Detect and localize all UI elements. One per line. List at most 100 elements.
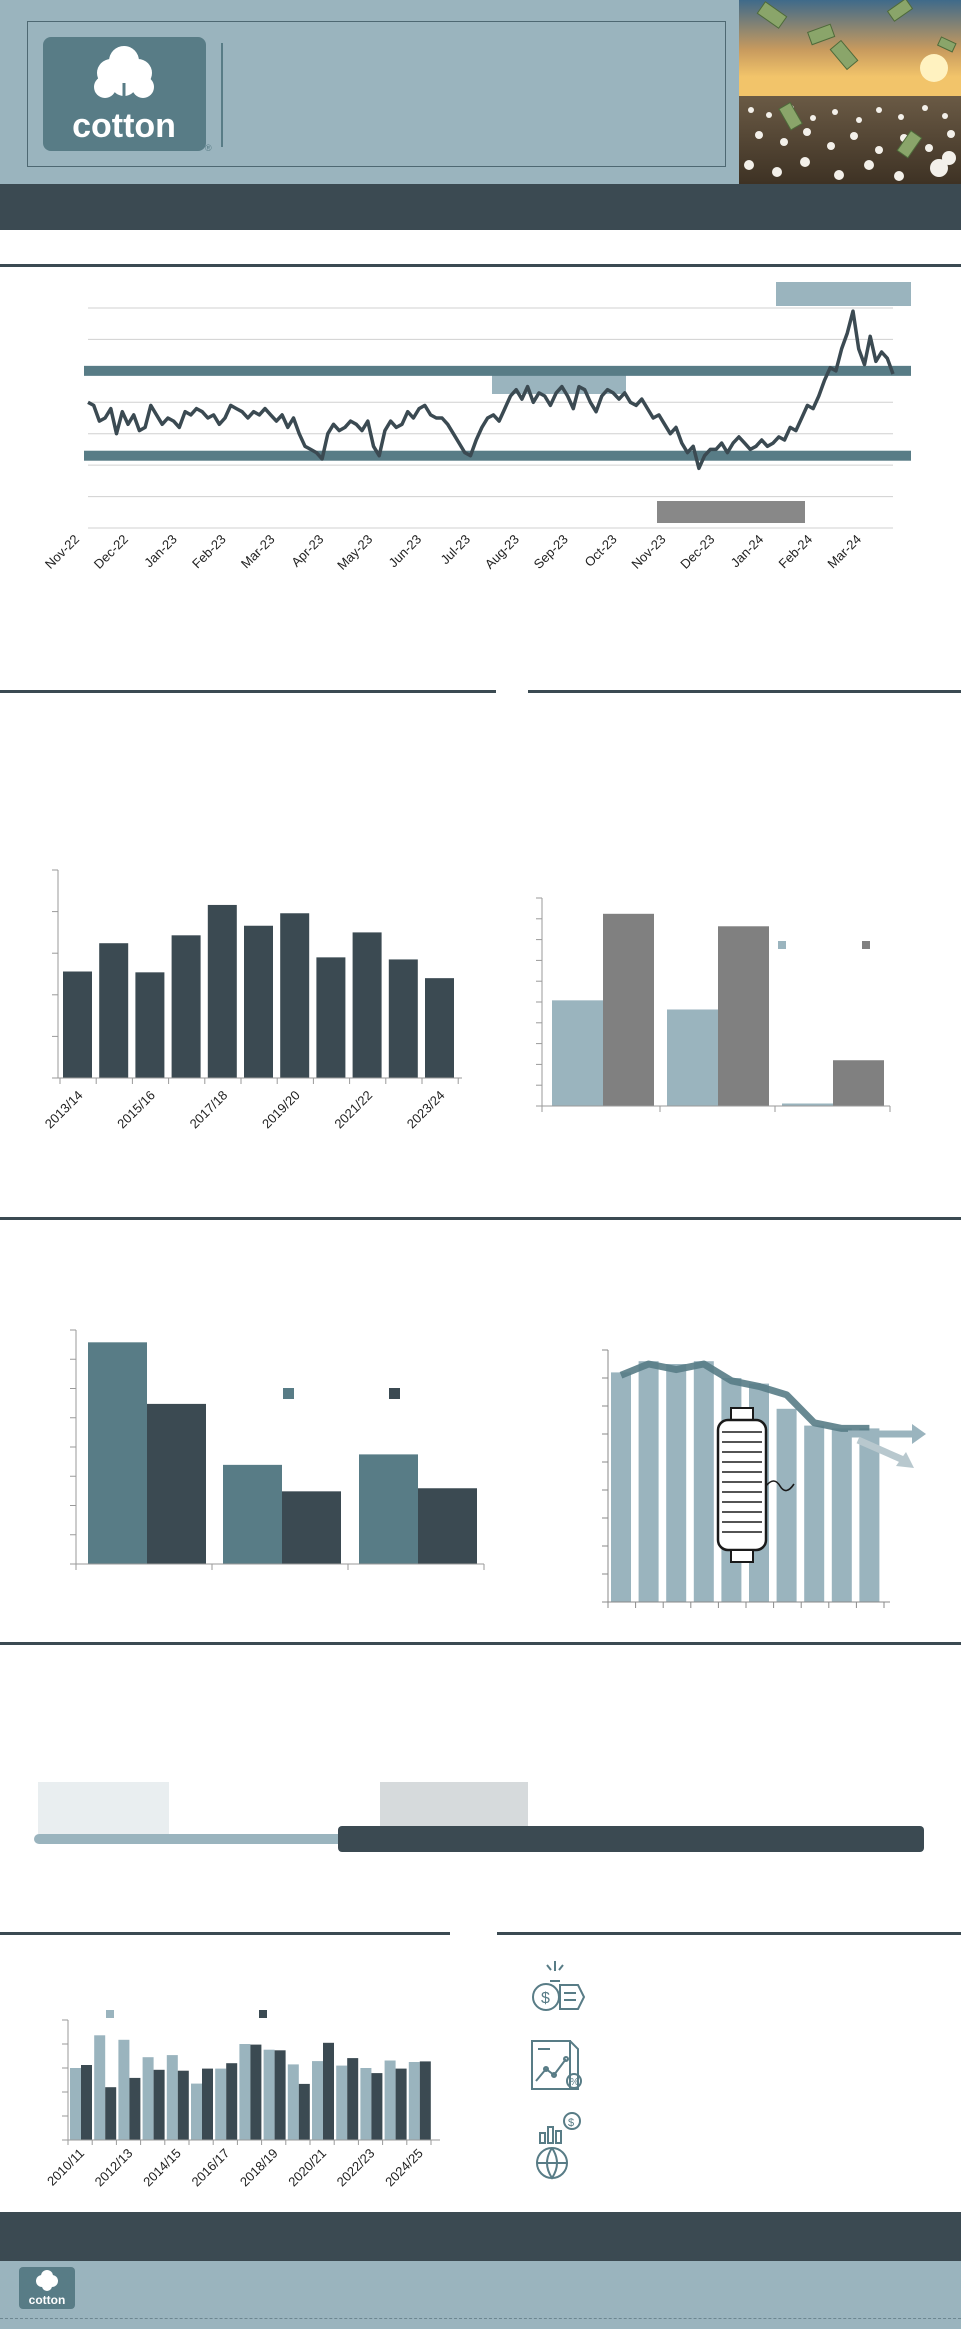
header-banner: cotton ® [0,0,961,184]
annual-balance-bar-series-1 [94,2035,106,2140]
annual-balance-bar-series-1 [118,2039,130,2140]
footer-dashed-line [0,2318,961,2320]
annual-balance-bar-series-2 [274,2050,286,2140]
section-divider-5b [497,1932,961,1935]
comparison-2-bar-series-1 [359,1454,418,1564]
annual-balance-bar-series-2 [347,2058,359,2140]
crop-year-bar [99,943,129,1078]
section-divider-3 [0,1217,961,1220]
price-x-tick-label: Feb-23 [189,532,229,572]
annual-balance-bar-series-1 [239,2044,251,2140]
footer-logo-text: cotton [29,2293,66,2307]
annual-balance-tick-label: 2022/23 [334,2146,378,2190]
yarn-trend-bar [666,1364,687,1602]
legend-swatch-series-1 [778,941,786,949]
annual-balance-tick-label: 2010/11 [44,2146,87,2189]
crop-year-bar [352,932,382,1078]
timeline-bar-past [34,1834,344,1844]
price-series-line [87,309,895,471]
global-market-icon: $ [536,2112,581,2180]
price-x-tick-label: Mar-24 [824,532,864,572]
crop-year-bar [63,971,92,1078]
trend-arrow-down [856,1436,910,1466]
cotton-logo-text: cotton [72,107,176,145]
annual-balance-bar-series-2 [129,2077,141,2140]
comparison-bar-series-1 [782,1103,833,1106]
crop-year-bar [207,904,237,1078]
section-divider-1 [0,264,961,267]
annual-balance-bar-series-1 [142,2057,154,2140]
cotton-logo: cotton [43,37,206,151]
reference-band-1 [84,365,911,376]
annual-balance-bar-series-2 [177,2070,189,2140]
annual-balance-bar-series-2 [323,2042,334,2140]
header-frame [27,21,726,167]
yarn-trend-bar [804,1425,825,1602]
annual-balance-tick-label: 2020/21 [285,2146,329,2190]
trend-arrow-flat-head [912,1424,926,1444]
timeline-label-box-2 [380,1782,528,1834]
analytics-report-icon: % [531,2040,582,2090]
annual-balance-bar-series-1 [287,2064,299,2140]
annual-balance-bar-series-1 [215,2068,227,2140]
annual-balance-bar-series-1 [191,2083,202,2140]
comparison-2-bar-series-2 [418,1488,477,1564]
legend-swatch-series-1 [283,1388,294,1399]
crop-year-tick-label: 2015/16 [114,1088,158,1132]
legend-swatch-series-2 [259,2010,267,2018]
annual-balance-bar-series-2 [105,2087,117,2140]
yarn-trend-bar [693,1361,714,1602]
trend-arrow-down-head [896,1452,914,1468]
annual-balance-bar-series-2 [250,2044,262,2140]
section-divider-5a [0,1932,450,1935]
crop-year-bar [135,972,165,1078]
yarn-trend-bar [776,1408,797,1602]
annual-balance-bar-series-1 [166,2055,178,2140]
reference-band-2 [84,450,911,461]
annual-balance-bar-series-2 [298,2083,310,2140]
annual-balance-bar-series-1 [336,2065,348,2140]
annual-balance-tick-label: 2014/15 [140,2146,184,2190]
registered-mark: ® [205,143,212,153]
price-x-tick-label: Nov-23 [628,532,668,572]
annual-balance-bar-series-2 [81,2065,92,2140]
section-divider-4 [0,1642,961,1645]
crop-years-chart: 2013/14 2015/16 2017/18 2019/20 2021/22 2023/… [42,869,462,1132]
comparison-2-bar-series-2 [282,1491,341,1564]
crop-year-bar [280,913,310,1078]
grouped-comparison-chart [536,897,891,1112]
annual-balance-bar-series-1 [360,2068,372,2140]
comparison-bar-series-2 [718,926,769,1106]
yarn-trend-bar [611,1372,631,1602]
comparison-bar-series-2 [833,1060,884,1106]
price-x-tick-label: Aug-23 [482,532,522,572]
crop-year-bar [244,925,273,1078]
price-x-tick-label: Apr-23 [288,532,326,570]
price-tag-icon: $ [532,1961,586,2011]
footer-logo: cotton [19,2267,75,2309]
annotation-box-low [657,501,805,523]
legend-swatch-series-2 [862,941,870,949]
price-x-tick-label: Mar-23 [238,532,278,572]
annual-balance-tick-label: 2016/17 [188,2146,232,2190]
annual-balance-bar-series-2 [153,2069,165,2140]
price-x-tick-label: Sep-23 [531,532,571,572]
comparison-bar-series-1 [667,1009,718,1106]
logo-divider [221,43,223,147]
yarn-trend-line [619,1360,870,1432]
yarn-trend-bar [638,1361,659,1602]
annual-balance-tick-label: 2012/13 [92,2146,136,2190]
annotation-box-high [776,282,911,306]
comparison-bar-series-1 [552,1000,603,1106]
annual-balance-bar-series-2 [371,2073,383,2140]
price-x-tick-label: Jan-23 [141,532,180,571]
annual-balance-bar-series-2 [226,2063,238,2140]
annual-balance-bar-series-2 [419,2061,431,2140]
annual-balance-bar-series-1 [384,2060,396,2140]
svg-text:%: % [570,2077,579,2088]
annual-balance-chart: 2010/11 2012/13 2014/15 2016/17 2018/19 2020/… [44,2010,440,2190]
price-x-tick-label: May-23 [334,532,375,573]
crop-year-tick-label: 2019/20 [259,1088,303,1132]
comparison-2-bar-series-1 [223,1464,282,1564]
price-x-tick-label: Jun-23 [386,532,425,571]
